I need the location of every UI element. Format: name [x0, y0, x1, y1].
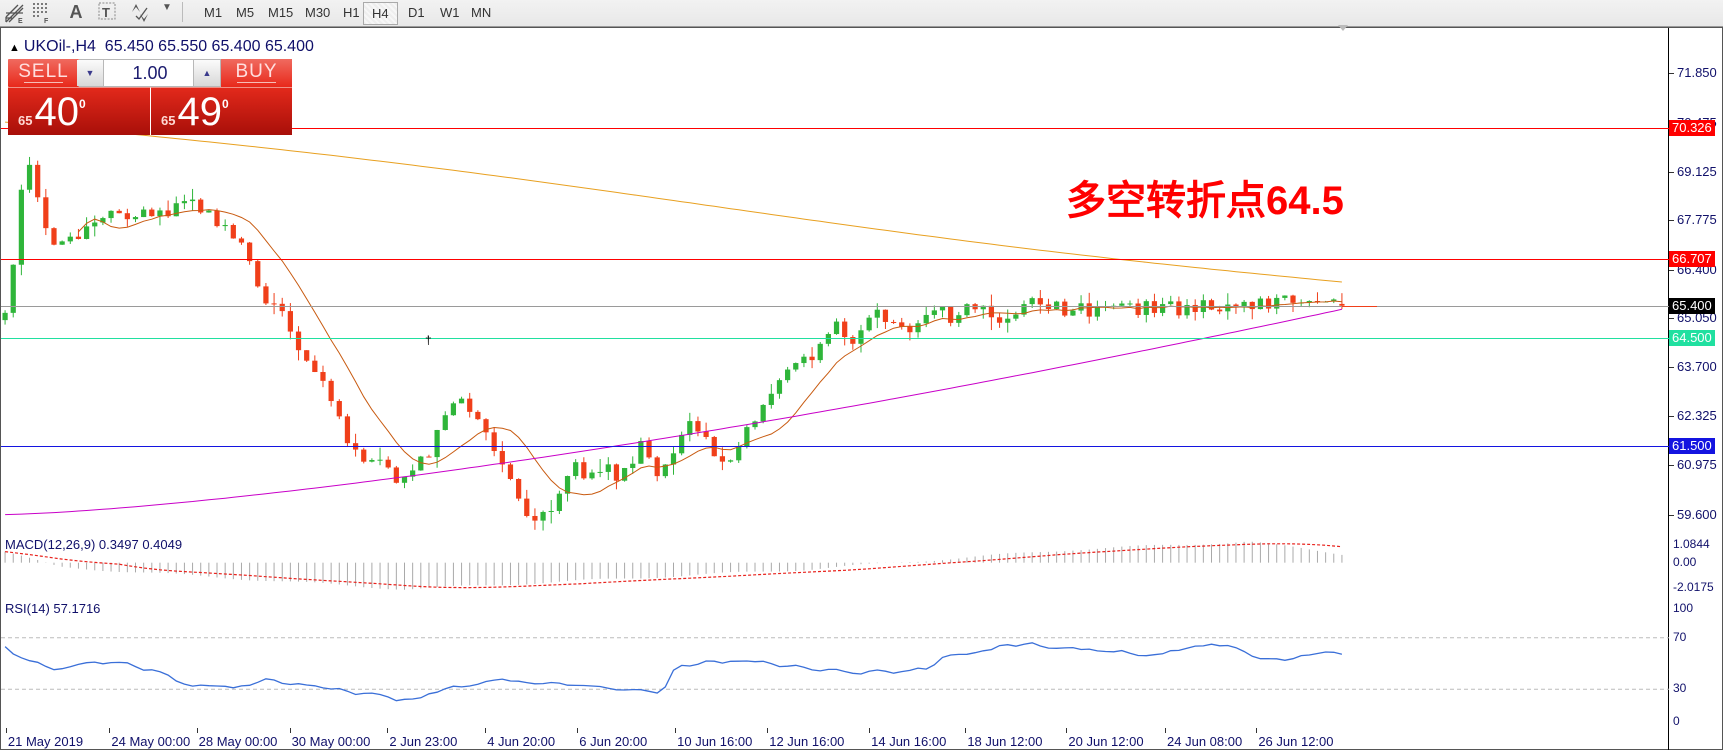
svg-text:F: F	[44, 18, 49, 24]
svg-text:T: T	[102, 5, 110, 20]
svg-text:E: E	[18, 18, 23, 24]
